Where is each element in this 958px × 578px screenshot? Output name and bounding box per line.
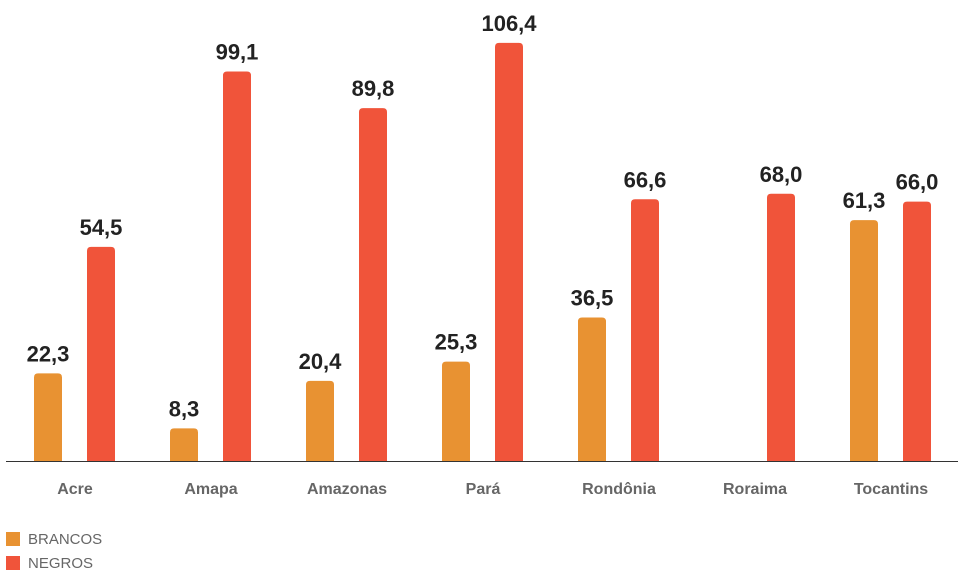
category-label-amazonas: Amazonas xyxy=(307,481,387,498)
bar-brancos-acre xyxy=(34,373,62,461)
category-label-acre: Acre xyxy=(57,481,93,498)
value-label-brancos-para: 25,3 xyxy=(435,330,478,355)
legend-swatch-brancos xyxy=(6,532,20,546)
value-label-negros-para: 106,4 xyxy=(481,11,537,36)
category-label-rondonia: Rondônia xyxy=(582,481,656,498)
bar-chart: 22,3 54,5 8,3 99,1 20,4 89,8 25,3 106,4 36,5 66,6… xyxy=(6,11,958,498)
bar-negros-tocantins xyxy=(903,201,931,461)
legend-label-negros: NEGROS xyxy=(28,554,94,572)
category-label-para: Pará xyxy=(466,481,501,498)
value-label-negros-tocantins: 66,0 xyxy=(896,170,939,195)
bar-brancos-para xyxy=(442,361,470,461)
legend-label-brancos: BRANCOS xyxy=(28,530,103,548)
value-label-brancos-rondonia: 36,5 xyxy=(571,286,614,311)
bar-negros-acre xyxy=(87,246,115,461)
legend-swatch-negros xyxy=(6,556,20,570)
value-label-brancos-acre: 22,3 xyxy=(27,341,70,366)
category-label-roraima: Roraima xyxy=(723,481,787,498)
bar-negros-para xyxy=(495,42,523,462)
bar-brancos-tocantins xyxy=(850,220,878,461)
bar-negros-amapa xyxy=(223,71,251,462)
value-label-negros-roraima: 68,0 xyxy=(760,162,803,187)
category-labels-layer: Acre Amapa Amazonas Pará Rondônia Roraima Toca… xyxy=(57,481,928,498)
value-label-negros-amapa: 99,1 xyxy=(216,40,259,65)
value-label-negros-amazonas: 89,8 xyxy=(352,76,395,101)
bar-brancos-amapa xyxy=(170,428,198,461)
value-label-negros-acre: 54,5 xyxy=(80,215,123,240)
bars-layer xyxy=(34,42,931,462)
bar-brancos-amazonas xyxy=(306,380,334,461)
value-label-brancos-amazonas: 20,4 xyxy=(299,349,343,374)
legend-item-brancos: BRANCOS xyxy=(6,529,102,549)
value-label-negros-rondonia: 66,6 xyxy=(624,167,667,192)
category-label-amapa: Amapa xyxy=(184,481,237,498)
bar-negros-rondonia xyxy=(631,199,659,461)
value-label-brancos-amapa: 8,3 xyxy=(169,396,200,421)
value-label-brancos-tocantins: 61,3 xyxy=(843,188,886,213)
legend: BRANCOS NEGROS xyxy=(6,529,102,577)
bar-negros-roraima xyxy=(767,193,795,461)
bar-brancos-rondonia xyxy=(578,317,606,461)
category-label-tocantins: Tocantins xyxy=(854,481,928,498)
value-labels-layer: 22,3 54,5 8,3 99,1 20,4 89,8 25,3 106,4 36,5 66,6… xyxy=(27,11,939,422)
bar-negros-amazonas xyxy=(359,108,387,461)
legend-item-negros: NEGROS xyxy=(6,553,102,573)
